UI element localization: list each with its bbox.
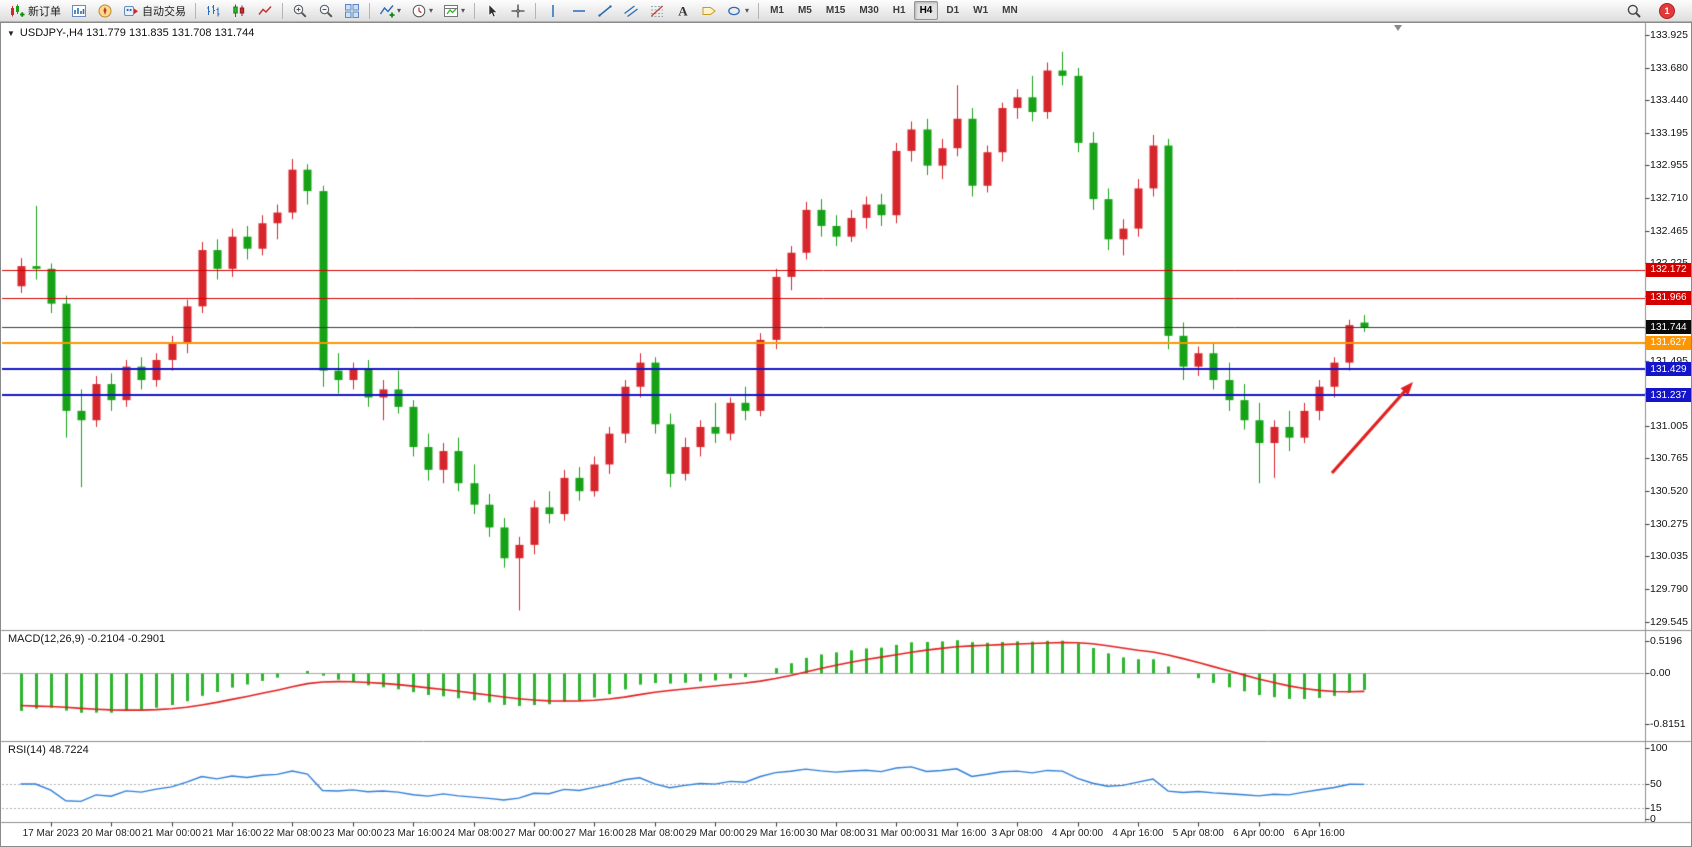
crosshair-button[interactable] bbox=[506, 0, 530, 21]
one-click-trading-toggle[interactable]: ▼ bbox=[7, 28, 15, 38]
time-axis[interactable] bbox=[2, 823, 1645, 845]
bar-chart-icon bbox=[205, 3, 221, 19]
chevron-down-icon: ▾ bbox=[745, 6, 750, 15]
main-chart-pane[interactable] bbox=[2, 23, 1645, 630]
new-order-label: 新订单 bbox=[28, 5, 61, 18]
chevron-down-icon: ▾ bbox=[397, 6, 402, 15]
navigator-button[interactable] bbox=[93, 0, 117, 21]
indicators-icon bbox=[379, 3, 395, 19]
timeframe-h1-button[interactable]: H1 bbox=[892, 5, 906, 16]
toolbar-separator bbox=[758, 2, 760, 19]
chart-shift-marker bbox=[1394, 25, 1402, 31]
text-icon: A bbox=[675, 3, 691, 19]
fibonacci-icon bbox=[649, 3, 665, 19]
shapes-icon bbox=[727, 3, 743, 19]
horizontal-line-button[interactable] bbox=[567, 0, 591, 21]
timeframe-m30-button[interactable]: M30 bbox=[859, 5, 879, 16]
cursor-icon bbox=[484, 3, 500, 19]
toolbar-left-groups: 新订单 自动交易 ▾ ▾ ▾ A ▾ bbox=[4, 0, 763, 21]
trendline-button[interactable] bbox=[593, 0, 617, 21]
channel-icon bbox=[623, 3, 639, 19]
zoom-out-icon bbox=[318, 3, 334, 19]
market-watch-icon bbox=[71, 3, 87, 19]
timeframe-m1-button[interactable]: M1 bbox=[770, 5, 784, 16]
trendline-icon bbox=[597, 3, 613, 19]
new-order-icon bbox=[9, 3, 25, 19]
toolbar-separator bbox=[369, 2, 370, 19]
market-watch-button[interactable] bbox=[67, 0, 91, 21]
text-button[interactable]: A bbox=[671, 0, 695, 21]
chart-title: USDJPY-,H4 131.779 131.835 131.708 131.7… bbox=[19, 27, 255, 39]
label-button[interactable] bbox=[697, 0, 721, 21]
cursor-button[interactable] bbox=[480, 0, 504, 21]
toolbar-separator bbox=[535, 2, 537, 19]
chart-title-bar: ▼ USDJPY-,H4 131.779 131.835 131.708 131… bbox=[7, 27, 254, 39]
notifications-button[interactable]: 1 bbox=[1655, 0, 1679, 21]
main-toolbar: 新订单 自动交易 ▾ ▾ ▾ A ▾ M1 M5 M15 M30 H1 H4 D1 W1 MN 1 bbox=[0, 0, 1692, 22]
periods-button[interactable]: ▾ bbox=[407, 0, 437, 21]
chevron-down-icon: ▾ bbox=[429, 6, 434, 15]
toolbar-separator bbox=[195, 2, 196, 19]
timeframe-mn-button[interactable]: MN bbox=[1002, 5, 1018, 16]
timeframe-d1-button[interactable]: D1 bbox=[946, 5, 960, 16]
timeframe-h4-button[interactable]: H4 bbox=[913, 1, 939, 20]
shapes-button[interactable]: ▾ bbox=[723, 0, 753, 21]
timeframe-m15-button[interactable]: M15 bbox=[825, 5, 846, 16]
search-icon bbox=[1626, 3, 1642, 19]
timeframe-toolbar: M1 M5 M15 M30 H1 H4 D1 W1 MN bbox=[763, 1, 1025, 20]
line-chart-icon bbox=[257, 3, 273, 19]
timeframe-w1-button[interactable]: W1 bbox=[973, 5, 989, 16]
clock-icon bbox=[411, 3, 427, 19]
price-axis[interactable] bbox=[1646, 23, 1690, 822]
autotrading-icon bbox=[123, 3, 139, 19]
zoom-in-button[interactable] bbox=[288, 0, 312, 21]
crosshair-icon bbox=[510, 3, 526, 19]
fibonacci-button[interactable] bbox=[645, 0, 669, 21]
autotrading-button[interactable]: 自动交易 bbox=[119, 0, 190, 21]
toolbar-separator bbox=[474, 2, 476, 19]
symbol-search-button[interactable] bbox=[1622, 0, 1646, 21]
zoom-out-button[interactable] bbox=[314, 0, 338, 21]
new-order-button[interactable]: 新订单 bbox=[5, 0, 65, 21]
rsi-pane[interactable] bbox=[2, 742, 1645, 822]
channel-button[interactable] bbox=[619, 0, 643, 21]
tile-windows-icon bbox=[344, 3, 360, 19]
macd-label: MACD(12,26,9) -0.2104 -0.2901 bbox=[8, 633, 166, 645]
label-icon bbox=[701, 3, 717, 19]
toolbar-right: 1 bbox=[1621, 0, 1688, 21]
tile-windows-button[interactable] bbox=[340, 0, 364, 21]
indicators-button[interactable]: ▾ bbox=[375, 0, 405, 21]
vline-icon bbox=[545, 3, 561, 19]
chevron-down-icon: ▾ bbox=[461, 6, 466, 15]
line-chart-button[interactable] bbox=[253, 0, 277, 21]
zoom-in-icon bbox=[292, 3, 308, 19]
macd-pane[interactable] bbox=[2, 631, 1645, 741]
rsi-label: RSI(14) 48.7224 bbox=[8, 744, 89, 756]
navigator-icon bbox=[97, 3, 113, 19]
candle-chart-button[interactable] bbox=[227, 0, 251, 21]
hline-icon bbox=[571, 3, 587, 19]
candle-chart-icon bbox=[231, 3, 247, 19]
svg-text:A: A bbox=[678, 3, 688, 18]
vertical-line-button[interactable] bbox=[541, 0, 565, 21]
templates-button[interactable]: ▾ bbox=[439, 0, 469, 21]
notification-badge: 1 bbox=[1659, 2, 1675, 19]
timeframe-m5-button[interactable]: M5 bbox=[797, 5, 812, 16]
toolbar-separator bbox=[282, 2, 283, 19]
autotrading-label: 自动交易 bbox=[142, 5, 186, 18]
template-icon bbox=[443, 3, 459, 19]
bar-chart-button[interactable] bbox=[201, 0, 225, 21]
